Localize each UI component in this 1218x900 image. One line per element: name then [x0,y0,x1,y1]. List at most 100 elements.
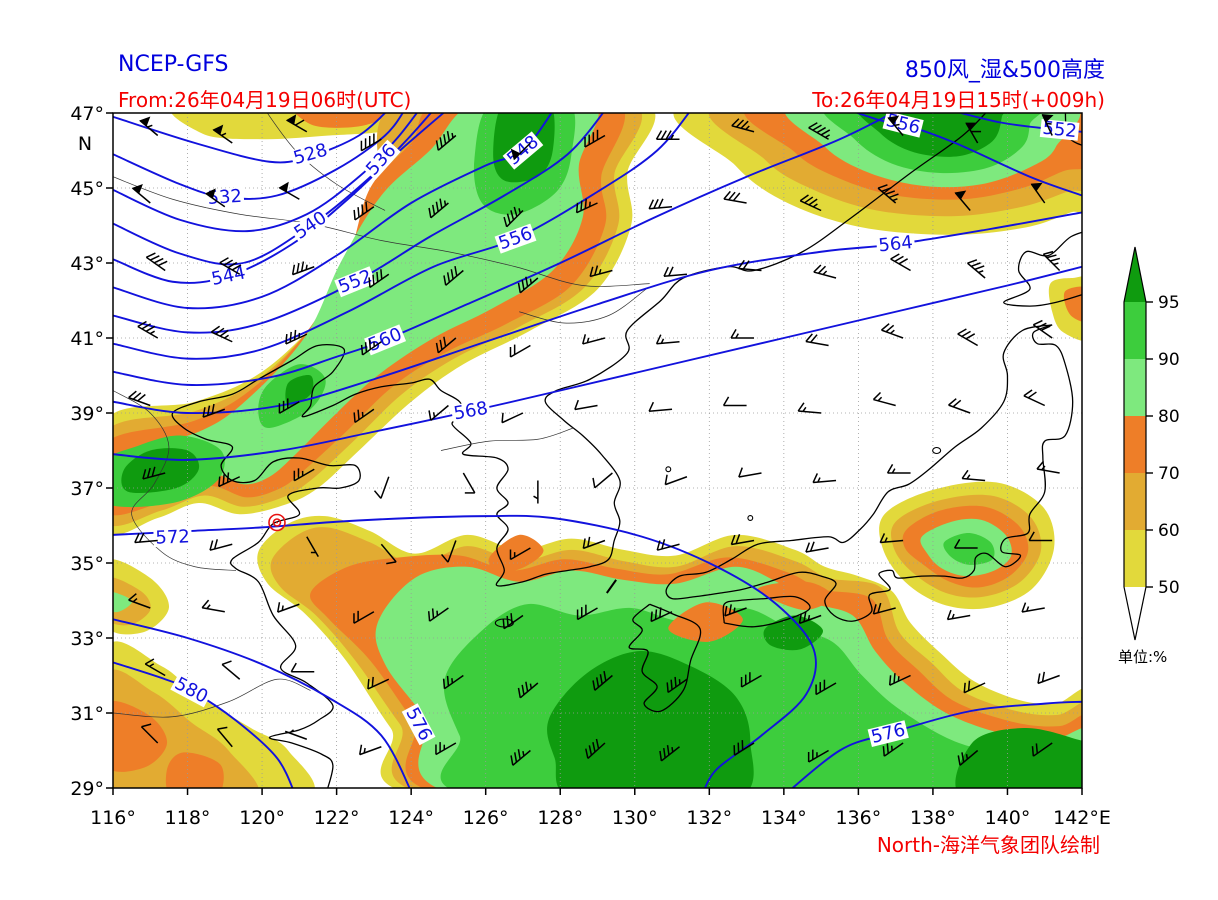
station-marker-dot [275,521,278,524]
contour-label: 564 [877,232,913,256]
wind-barb [219,257,242,275]
wind-barb [730,534,755,546]
wind-barb [882,742,904,757]
wind-barb [204,188,226,208]
x-axis-tick-label: 122° [314,807,360,829]
height-contour-532 [113,113,404,200]
colorbar-tick-label: 60 [1158,521,1180,541]
wind-barb [216,726,233,748]
wind-barb [503,206,524,228]
wind-barb [510,749,531,766]
wind-barb [1032,319,1053,339]
y-axis-hemisphere-label: N [78,133,92,155]
x-axis-tick-label: 140° [985,807,1031,829]
wind-barb [589,265,613,278]
contour-label-mask [401,703,436,746]
wind-barb [427,607,449,622]
wind-barb [435,336,457,354]
x-axis-tick-label: 142°E [1053,807,1111,829]
wind-barb [368,269,390,289]
wind-barb [648,401,673,413]
colorbar-segment-80-90 [1124,359,1146,416]
height-contour-564 [113,211,1082,415]
wind-barb [533,480,539,504]
wind-barb [585,738,606,759]
wind-barb [128,390,151,407]
valid-time-label: To:26年04月19日15时(+009h) [812,88,1105,112]
wind-barb [285,329,308,345]
height-contour-580 [113,661,294,788]
colorbar-tick-label: 80 [1158,407,1180,427]
wind-barb [139,116,159,137]
height-contour-568 [113,265,1082,461]
wind-barb [435,742,457,756]
admin-boundary [113,176,650,287]
height-contour-536 [113,113,418,233]
wind-barb [740,672,762,688]
wind-barb [353,408,375,424]
colorbar-tick-label: 90 [1158,350,1180,370]
y-axis-tick-label: 47° [70,103,104,125]
humidity-region [113,700,168,772]
admin-boundary [519,288,647,324]
wind-barb [724,604,747,617]
wind-barb [888,673,911,686]
wind-barb [1031,742,1053,757]
wind-barb [306,536,319,558]
contour-label-mask [334,266,377,298]
wind-barb [435,131,457,151]
station-marker-inner [272,518,282,527]
y-axis-tick-label: 43° [70,253,104,275]
wind-barb [1037,671,1060,685]
coastline-layer [113,113,1082,788]
wind-barb [462,472,476,494]
wind-barb [733,740,755,756]
x-axis-tick-label: 136° [836,807,882,829]
wind-barb [358,744,382,756]
wind-barb [1021,602,1045,613]
wind-barb [813,264,837,279]
wind-barb [799,194,822,212]
wind-barb [221,660,241,680]
wind-barb [656,539,680,551]
wind-barb [201,599,225,613]
wind-barb [285,114,308,133]
contour-label: 532 [207,186,243,209]
wind-barb [957,328,979,347]
wind-barb [134,532,158,544]
height-contour-552 [113,113,605,334]
wind-barb [293,468,315,482]
wind-barb [582,536,606,550]
island-ulleung [665,466,672,473]
wind-barb [953,538,978,549]
wind-barb [961,469,986,482]
wind-barb [807,749,829,763]
wind-barb [666,676,688,694]
init-time-label: From:26年04月19日06时(UTC) [118,88,412,112]
wind-barb [209,539,233,551]
y-axis-tick-label: 29° [70,778,104,800]
wind-barb [380,543,397,565]
wind-barb [1036,460,1060,474]
wind-barb [574,399,598,411]
x-axis-tick-label: 126° [463,807,509,829]
y-axis-tick-label: 37° [70,478,104,500]
wind-barb [142,466,166,480]
y-axis-tick-label: 31° [70,703,104,725]
humidity-region [943,533,995,565]
wind-barb [730,328,755,339]
wind-barb [501,412,524,424]
wind-barb [517,276,539,294]
wind-barb [202,403,226,418]
wind-barb [1030,182,1046,204]
island-tsushima [606,579,617,594]
contour-label-mask [867,720,909,747]
wind-barb [353,201,375,221]
wind-barb [517,681,539,699]
colorbar-tick-label: 70 [1158,464,1180,484]
wind-barb [360,339,382,356]
colorbar-segment-90-95 [1124,302,1146,359]
humidity-region [955,727,1082,788]
